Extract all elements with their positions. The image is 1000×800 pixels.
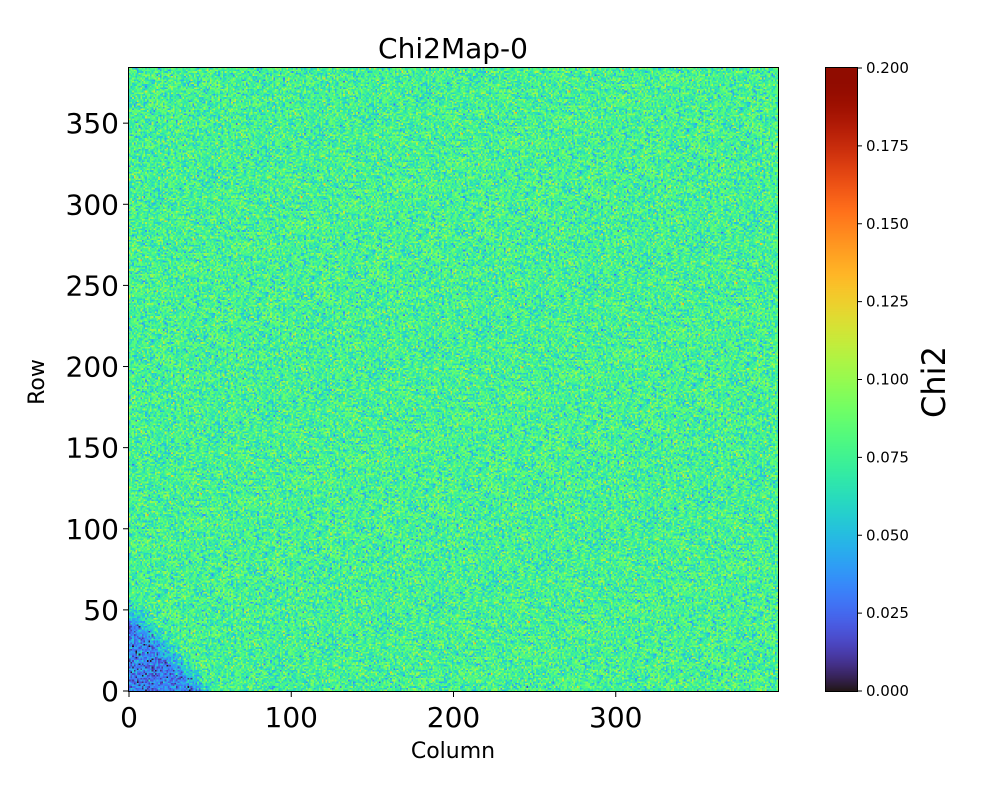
y-axis-ticks: 0 50 100 150 200 250 300 350: [66, 107, 129, 708]
y-tick-label: 100: [66, 513, 119, 546]
y-tick-label: 150: [66, 432, 119, 465]
colorbar-tick-label: 0.075: [866, 448, 909, 466]
y-tick-label: 300: [66, 188, 119, 221]
colorbar-gradient: [826, 68, 857, 691]
x-tick-label: 300: [589, 701, 642, 734]
y-tick-label: 350: [66, 107, 119, 140]
colorbar-tick-label: 0.175: [866, 137, 909, 155]
y-tick-label: 0: [101, 675, 119, 708]
y-tick-label: 250: [66, 269, 119, 302]
colorbar-tick-label: 0.025: [866, 604, 909, 622]
x-tick-label: 100: [265, 701, 318, 734]
x-tick-label: 200: [427, 701, 480, 734]
colorbar-ticks: 0.000 0.025 0.050 0.075 0.100 0.125 0.150 0.175…: [857, 59, 909, 700]
y-tick-label: 200: [66, 351, 119, 384]
y-axis-label: Row: [25, 359, 50, 405]
colorbar-tick-label: 0.100: [866, 371, 909, 389]
y-tick-label: 50: [83, 594, 119, 627]
plot-frame: [128, 67, 779, 692]
x-axis-ticks: 0 100 200 300: [120, 691, 642, 734]
colorbar-tick-label: 0.000: [866, 682, 909, 700]
colorbar-tick-label: 0.200: [866, 59, 909, 77]
colorbar-tick-label: 0.050: [866, 526, 909, 544]
chart-title: Chi2Map-0: [378, 32, 528, 65]
colorbar-frame: [825, 67, 858, 692]
x-axis-label: Column: [411, 739, 495, 764]
x-tick-label: 0: [120, 701, 138, 734]
colorbar-label: Chi2: [915, 346, 953, 418]
heatmap-image: [129, 68, 778, 691]
colorbar-tick-label: 0.125: [866, 293, 909, 311]
colorbar-tick-label: 0.150: [866, 215, 909, 233]
